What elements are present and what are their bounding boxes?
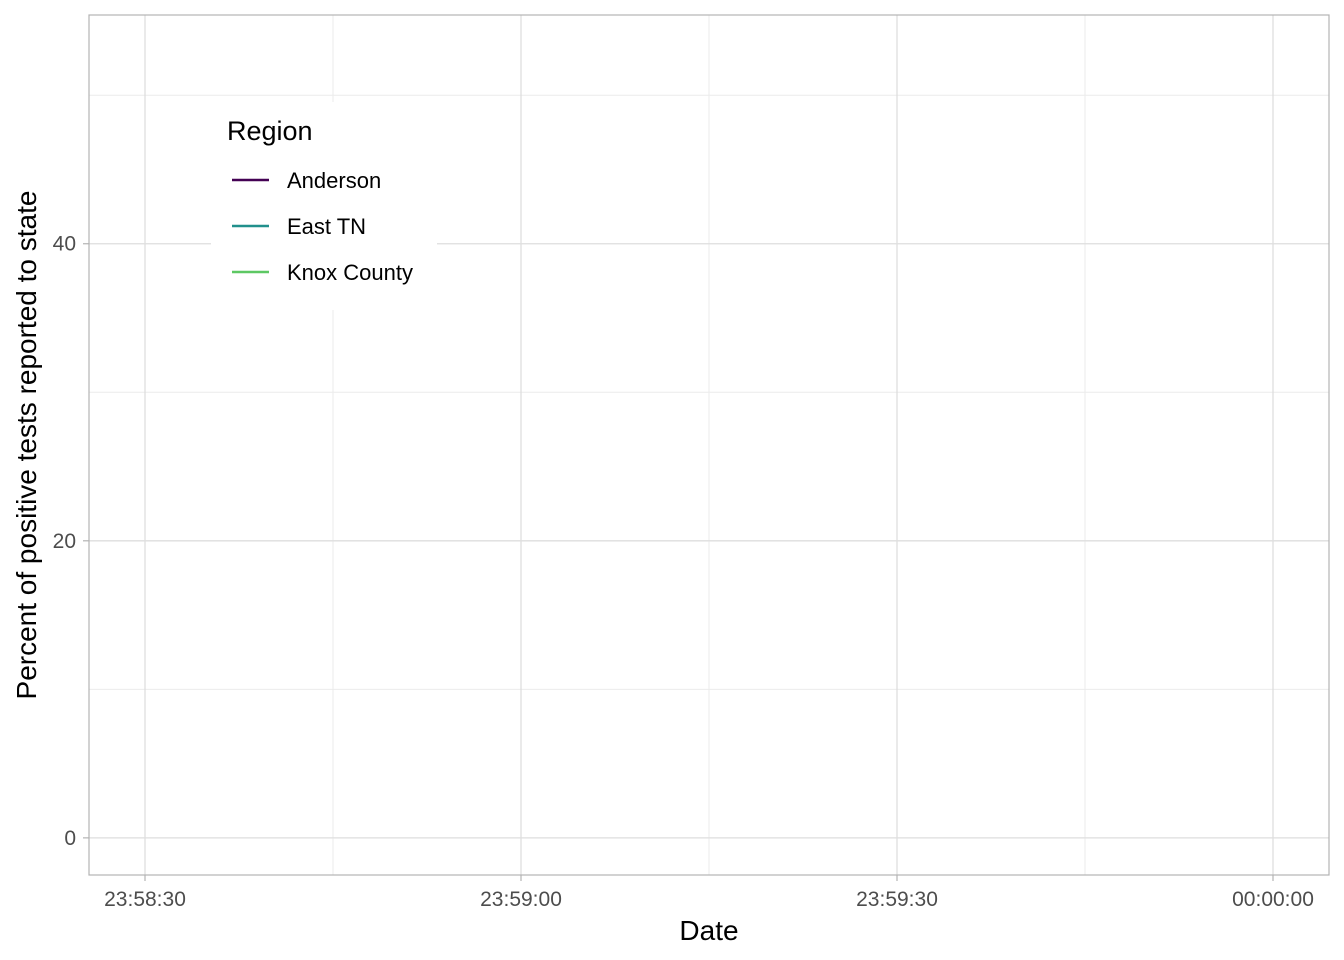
y-tick-label: 20 [53,530,76,553]
legend-label: Knox County [287,260,413,285]
legend: Region Anderson East TN Knox County [211,102,437,310]
x-tick-label: 23:59:30 [856,888,938,911]
legend-title: Region [227,116,313,146]
legend-label: East TN [287,214,366,239]
y-tick-label: 40 [53,233,76,256]
y-tick-label: 0 [64,827,76,850]
x-axis-label: Date [679,915,738,946]
legend-item: East TN [232,214,366,239]
x-tick-label: 00:00:00 [1232,888,1314,911]
plot-border [88,14,1330,876]
legend-item: Knox County [232,260,413,285]
legend-label: Anderson [287,168,381,193]
x-axis: 23:58:30 23:59:00 23:59:30 00:00:00 [104,875,1314,911]
y-axis-label: Percent of positive tests reported to st… [11,191,42,700]
legend-background [211,102,437,310]
y-axis: 0 20 40 [53,233,89,850]
major-gridlines [89,15,1329,875]
x-tick-label: 23:59:00 [480,888,562,911]
legend-item: Anderson [232,168,381,193]
x-tick-label: 23:58:30 [104,888,186,911]
